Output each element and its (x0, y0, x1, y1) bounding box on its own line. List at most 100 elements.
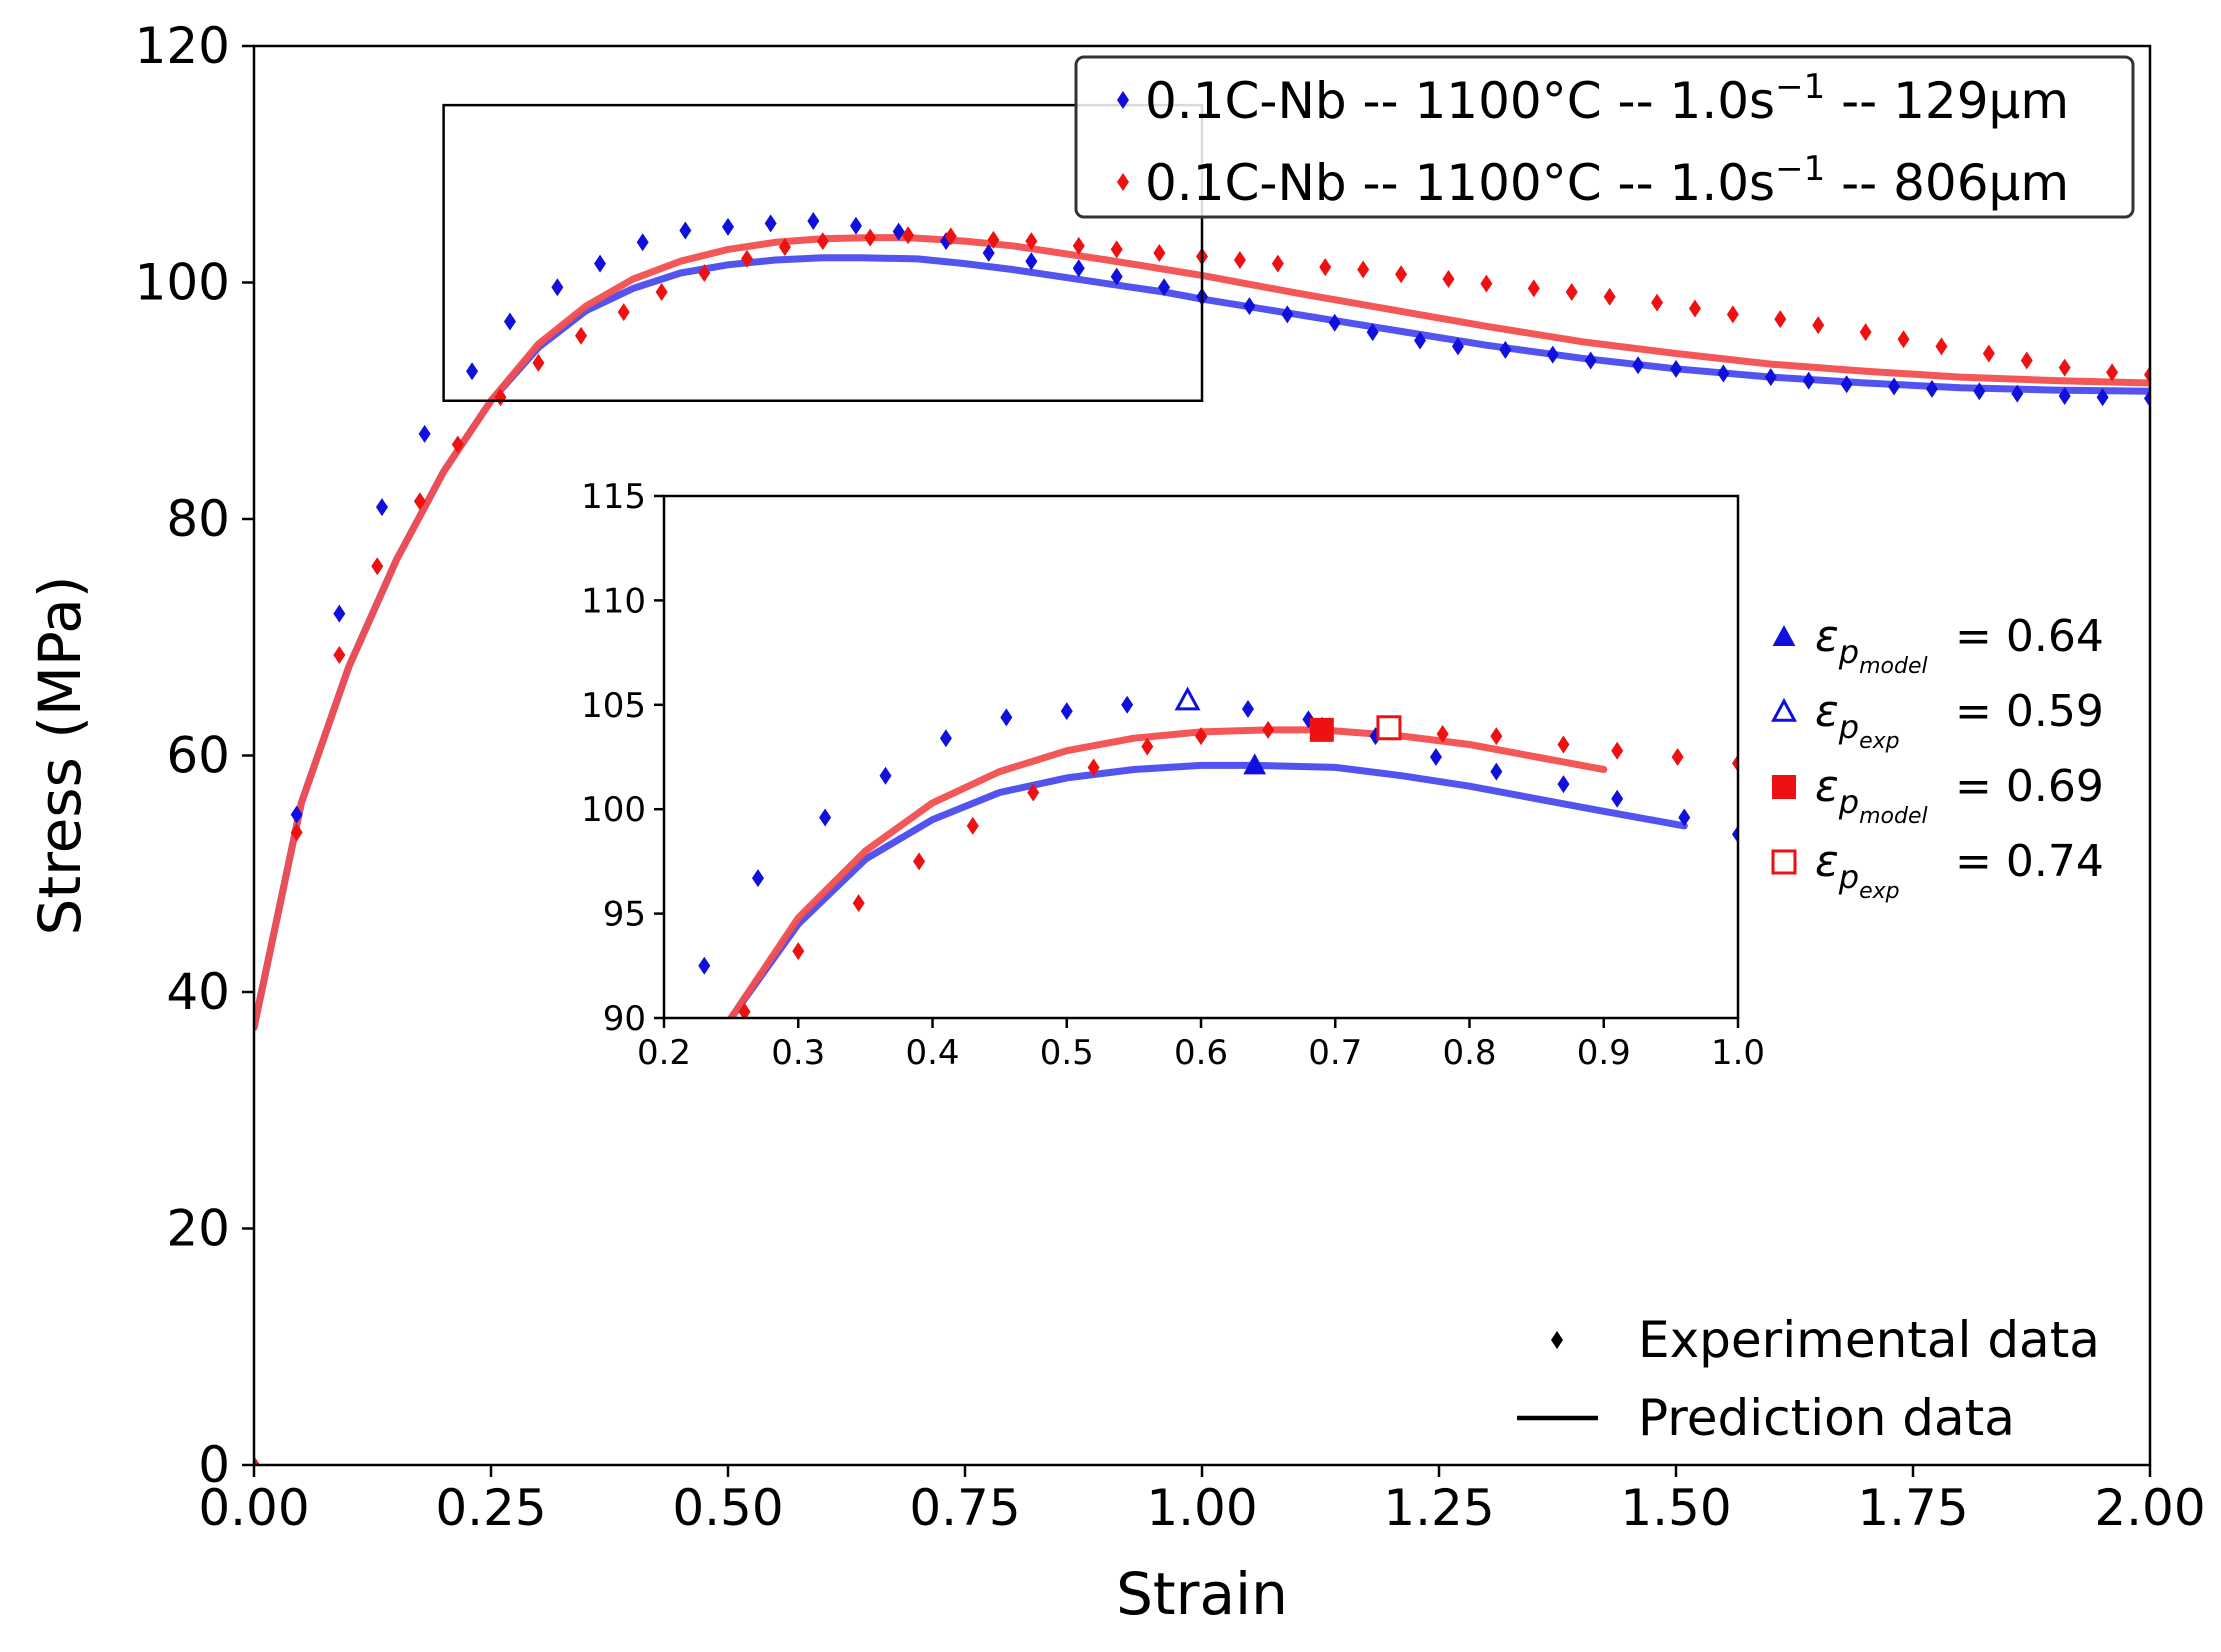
experimental-point-806μm (1565, 282, 1578, 301)
legend-top-box (1074, 55, 2135, 219)
experimental-point-806μm (1271, 254, 1284, 273)
experimental-point-129μm (551, 278, 564, 297)
peak-legend-value: = 0.69 (1955, 761, 2104, 812)
inset-experimental-point-806μm (738, 1002, 751, 1018)
y-tick-label: 20 (166, 1200, 230, 1258)
prediction-line-806μm (254, 234, 2150, 1031)
experimental-point-806μm (1480, 274, 1493, 293)
experimental-point-806μm (816, 232, 829, 251)
legend-bottom-marker-diamond (1551, 1331, 1563, 1349)
experimental-point-806μm (1442, 269, 1455, 288)
experimental-point-806μm (1651, 293, 1664, 312)
experimental-point-806μm (371, 557, 384, 576)
experimental-point-129μm (1499, 340, 1512, 359)
legend-bottom-label-experimental: Experimental data (1638, 1311, 2100, 1369)
inset-background (664, 496, 1738, 1018)
y-axis-label: Stress (MPa) (26, 576, 94, 936)
inset-experimental-point-806μm (1027, 783, 1040, 802)
main-series (254, 212, 2150, 1465)
experimental-point-129μm (466, 362, 479, 381)
experimental-point-806μm (655, 282, 668, 301)
experimental-point-806μm (1233, 251, 1246, 270)
inset-y-tick-label: 100 (581, 790, 646, 830)
experimental-point-129μm (503, 312, 516, 331)
main-plot: 0.00 0.25 0.50 0.75 1.00 1.25 1.50 1.75 2.00 0 20 4… (26, 17, 2206, 1628)
peak-legend-value: = 0.74 (1955, 836, 2104, 887)
inset-experimental-point-806μm (1671, 748, 1684, 766)
experimental-point-806μm (413, 492, 426, 511)
inset-experimental-point-129μm (751, 869, 764, 888)
x-tick-label: 0.75 (909, 1479, 1020, 1537)
inset-x-tick-label: 0.7 (1308, 1033, 1362, 1073)
inset-experimental-point-129μm (1241, 699, 1254, 718)
experimental-point-129μm (1670, 359, 1682, 378)
peak-legend-label: εpexp (1815, 836, 1900, 904)
experimental-point-129μm (2144, 389, 2150, 408)
inset-y-tick-label: 90 (603, 999, 646, 1039)
inset-x-tick-label: 0.6 (1174, 1033, 1228, 1073)
experimental-point-129μm (1158, 278, 1171, 297)
experimental-point-806μm (575, 326, 588, 345)
peak-marker-model-red (1309, 717, 1334, 742)
experimental-point-806μm (1357, 260, 1370, 279)
experimental-point-129μm (1584, 351, 1597, 370)
experimental-point-129μm (892, 222, 905, 241)
peak-legend-value: = 0.59 (1955, 686, 2104, 737)
experimental-point-806μm (740, 249, 753, 268)
experimental-point-129μm (1110, 267, 1123, 286)
experimental-point-129μm (375, 498, 388, 517)
inset-experimental-point-129μm (1732, 825, 1738, 844)
experimental-point-806μm (864, 228, 877, 247)
experimental-point-806μm (333, 645, 346, 664)
inset-prediction-line-806μm (727, 726, 1608, 1018)
experimental-point-806μm (1897, 330, 1910, 349)
inset-y-tick-label: 105 (581, 686, 646, 726)
inset-experimental-point-129μm (698, 956, 711, 975)
inset-x-tick-label: 0.8 (1442, 1033, 1496, 1073)
inset-experimental-point-806μm (792, 942, 805, 961)
experimental-point-806μm (1110, 240, 1123, 259)
experimental-point-129μm (1025, 252, 1038, 271)
x-tick-label: 0.50 (672, 1479, 783, 1537)
experimental-point-806μm (1527, 279, 1540, 298)
inset-experimental-point-129μm (939, 729, 952, 748)
inset-experimental-point-806μm (1611, 741, 1624, 760)
experimental-point-129μm (333, 604, 346, 623)
experimental-point-806μm (698, 264, 711, 283)
x-tick-label: 0.00 (198, 1479, 309, 1537)
inset-experimental-point-806μm (678, 1086, 690, 1104)
experimental-point-806μm (987, 230, 1000, 249)
experimental-point-129μm (679, 221, 692, 240)
experimental-point-129μm (290, 805, 303, 824)
experimental-point-806μm (1395, 265, 1408, 284)
inset-x-tick-label: 1.0 (1711, 1033, 1765, 1073)
inset-x-tick-label: 0.5 (1040, 1033, 1094, 1073)
inset-experimental-point-806μm (1436, 725, 1449, 744)
peak-legend-label: εpmodel (1815, 611, 1928, 679)
experimental-point-806μm (532, 353, 545, 372)
peak-legend-marker (1771, 849, 1797, 875)
experimental-point-129μm (1451, 337, 1464, 356)
peak-legend-marker (1772, 625, 1796, 646)
inset-experimental-point-806μm (852, 894, 865, 913)
peak-legend-label: εpexp (1815, 686, 1900, 754)
y-tick-label: 60 (166, 727, 230, 785)
inset-y-tick-label: 95 (603, 895, 646, 935)
experimental-point-806μm (2144, 365, 2150, 384)
inset-experimental-point-806μm (1557, 735, 1570, 754)
experimental-point-129μm (2058, 387, 2071, 406)
peak-marker-exp-blue (1174, 686, 1201, 711)
peak-legend-label: εpmodel (1815, 761, 1928, 829)
experimental-point-806μm (944, 227, 957, 246)
inset-x-tick-label: 0.9 (1577, 1033, 1631, 1073)
inset-experimental-point-129μm (1060, 702, 1073, 721)
experimental-point-129μm (594, 254, 607, 273)
experimental-point-129μm (1281, 305, 1294, 324)
inset-plot: 0.2 0.3 0.4 0.5 0.6 0.7 0.8 0.9 1.0 90 95 100 105 110… (581, 477, 1765, 1104)
inset-y-tick-label: 115 (581, 477, 646, 517)
experimental-point-129μm (849, 216, 862, 235)
experimental-point-806μm (1153, 243, 1166, 262)
x-tick-label: 2.00 (2094, 1479, 2205, 1537)
experimental-point-806μm (254, 1456, 260, 1465)
